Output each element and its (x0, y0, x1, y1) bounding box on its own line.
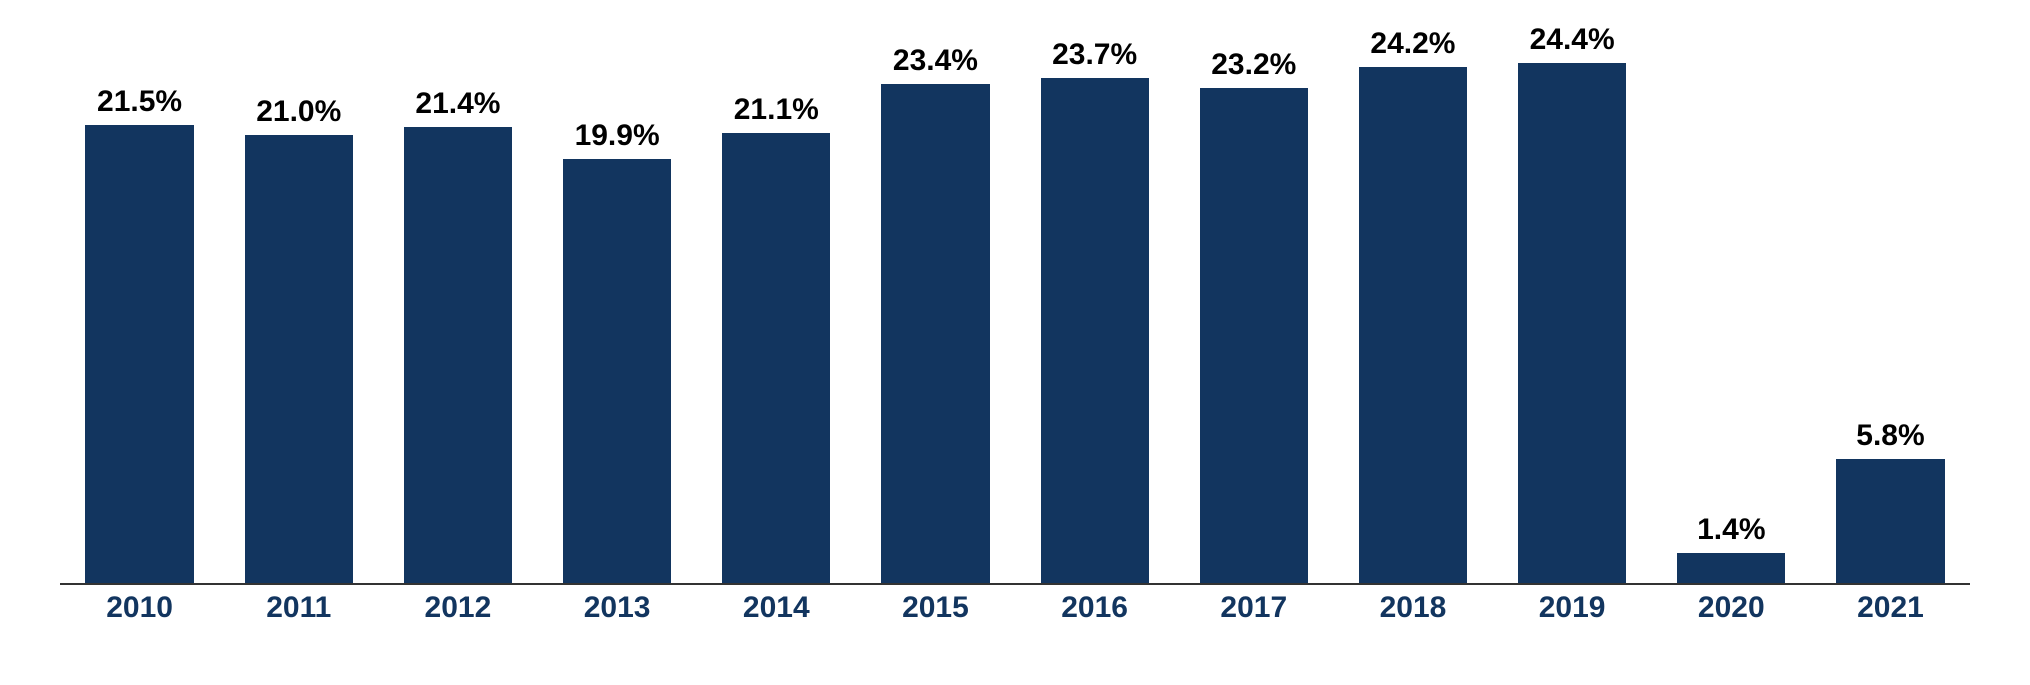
bars-wrapper: 21.5%21.0%21.4%19.9%21.1%23.4%23.7%23.2%… (60, 50, 1970, 583)
bar-2019 (1518, 63, 1626, 583)
bar-group-2012: 21.4% (378, 50, 537, 583)
bar-group-2017: 23.2% (1174, 50, 1333, 583)
bar-2017 (1200, 88, 1308, 583)
x-tick-2019: 2019 (1493, 585, 1652, 635)
bar-group-2021: 5.8% (1811, 50, 1970, 583)
bar-value-label-2018: 24.2% (1333, 27, 1492, 61)
x-tick-2016: 2016 (1015, 585, 1174, 635)
x-tick-2011: 2011 (219, 585, 378, 635)
bar-value-label-2019: 24.4% (1493, 23, 1652, 57)
bar-2010 (85, 125, 193, 583)
bar-group-2010: 21.5% (60, 50, 219, 583)
bar-value-label-2020: 1.4% (1652, 513, 1811, 547)
bar-2013 (563, 159, 671, 583)
x-axis: 2010201120122013201420152016201720182019… (60, 585, 1970, 635)
bar-group-2020: 1.4% (1652, 50, 1811, 583)
x-tick-2020: 2020 (1652, 585, 1811, 635)
bar-value-label-2013: 19.9% (538, 119, 697, 153)
bar-2012 (404, 127, 512, 583)
bar-value-label-2010: 21.5% (60, 85, 219, 119)
bar-2011 (245, 135, 353, 583)
bar-value-label-2011: 21.0% (219, 95, 378, 129)
x-tick-2017: 2017 (1174, 585, 1333, 635)
bar-group-2014: 21.1% (697, 50, 856, 583)
bar-group-2013: 19.9% (538, 50, 697, 583)
bar-2021 (1836, 459, 1944, 583)
x-tick-2013: 2013 (538, 585, 697, 635)
bar-group-2016: 23.7% (1015, 50, 1174, 583)
bar-chart: 21.5%21.0%21.4%19.9%21.1%23.4%23.7%23.2%… (0, 0, 2030, 685)
bar-group-2015: 23.4% (856, 50, 1015, 583)
bar-2020 (1677, 553, 1785, 583)
bar-value-label-2012: 21.4% (378, 87, 537, 121)
bar-value-label-2014: 21.1% (697, 93, 856, 127)
x-tick-2015: 2015 (856, 585, 1015, 635)
x-tick-2012: 2012 (378, 585, 537, 635)
bar-2014 (722, 133, 830, 583)
bar-2018 (1359, 67, 1467, 583)
x-tick-2014: 2014 (697, 585, 856, 635)
x-tick-2010: 2010 (60, 585, 219, 635)
bar-2015 (881, 84, 989, 583)
bar-2016 (1041, 78, 1149, 583)
bar-value-label-2015: 23.4% (856, 44, 1015, 78)
x-tick-2018: 2018 (1333, 585, 1492, 635)
bar-value-label-2017: 23.2% (1174, 48, 1333, 82)
bar-group-2019: 24.4% (1493, 50, 1652, 583)
bar-group-2011: 21.0% (219, 50, 378, 583)
bar-value-label-2021: 5.8% (1811, 419, 1970, 453)
bar-value-label-2016: 23.7% (1015, 38, 1174, 72)
plot-area: 21.5%21.0%21.4%19.9%21.1%23.4%23.7%23.2%… (60, 50, 1970, 585)
bar-group-2018: 24.2% (1333, 50, 1492, 583)
x-tick-2021: 2021 (1811, 585, 1970, 635)
